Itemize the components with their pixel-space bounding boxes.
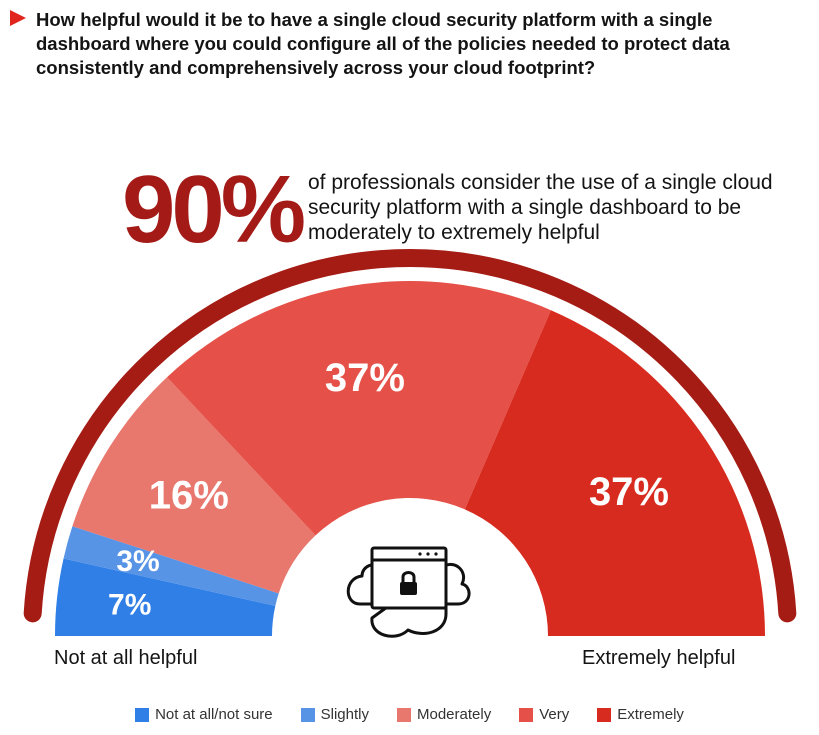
- legend-item: Extremely: [597, 706, 684, 723]
- legend-item: Slightly: [300, 706, 369, 723]
- slice-slightly: [63, 526, 279, 606]
- legend-item: Moderately: [397, 706, 491, 723]
- slice-not-at-all-not-sure: [55, 558, 276, 636]
- legend-swatch: [597, 707, 612, 722]
- legend-swatch: [135, 707, 150, 722]
- scale-label-left: Not at all helpful: [54, 647, 198, 669]
- question-text: How helpful would it be to have a single…: [36, 9, 730, 78]
- question-marker-icon: [10, 10, 26, 26]
- headline-stat: 90%: [122, 156, 306, 263]
- slice-label: 3%: [116, 545, 159, 578]
- slice-label: 37%: [589, 470, 669, 514]
- slice-label: 7%: [108, 589, 151, 622]
- legend-item: Very: [519, 706, 569, 723]
- legend-swatch: [519, 707, 534, 722]
- slice-very: [166, 281, 551, 536]
- legend-label: Slightly: [320, 706, 369, 723]
- semicircle-chart: 7% 3% 16% 37% 37%: [23, 249, 797, 638]
- legend-swatch: [397, 707, 411, 722]
- scale-label-right: Extremely helpful: [582, 647, 736, 669]
- legend: Not at all/not sure Slightly Moderately Ver…: [0, 706, 819, 723]
- slice-label: 16%: [149, 474, 229, 518]
- legend-label: Moderately: [417, 706, 492, 723]
- headline-text: of professionals consider the use of a s…: [308, 171, 773, 244]
- legend-swatch: [300, 707, 315, 722]
- slice-label: 37%: [325, 356, 405, 400]
- legend-label: Not at all/not sure: [155, 706, 273, 723]
- slice-extremely: [464, 310, 765, 636]
- legend-label: Very: [539, 706, 570, 723]
- slice-moderately: [72, 377, 316, 594]
- legend-item: Not at all/not sure: [135, 706, 273, 723]
- legend-label: Extremely: [617, 706, 684, 723]
- outer-arc: [23, 249, 797, 623]
- cloud-lock-browser-icon: [346, 546, 471, 638]
